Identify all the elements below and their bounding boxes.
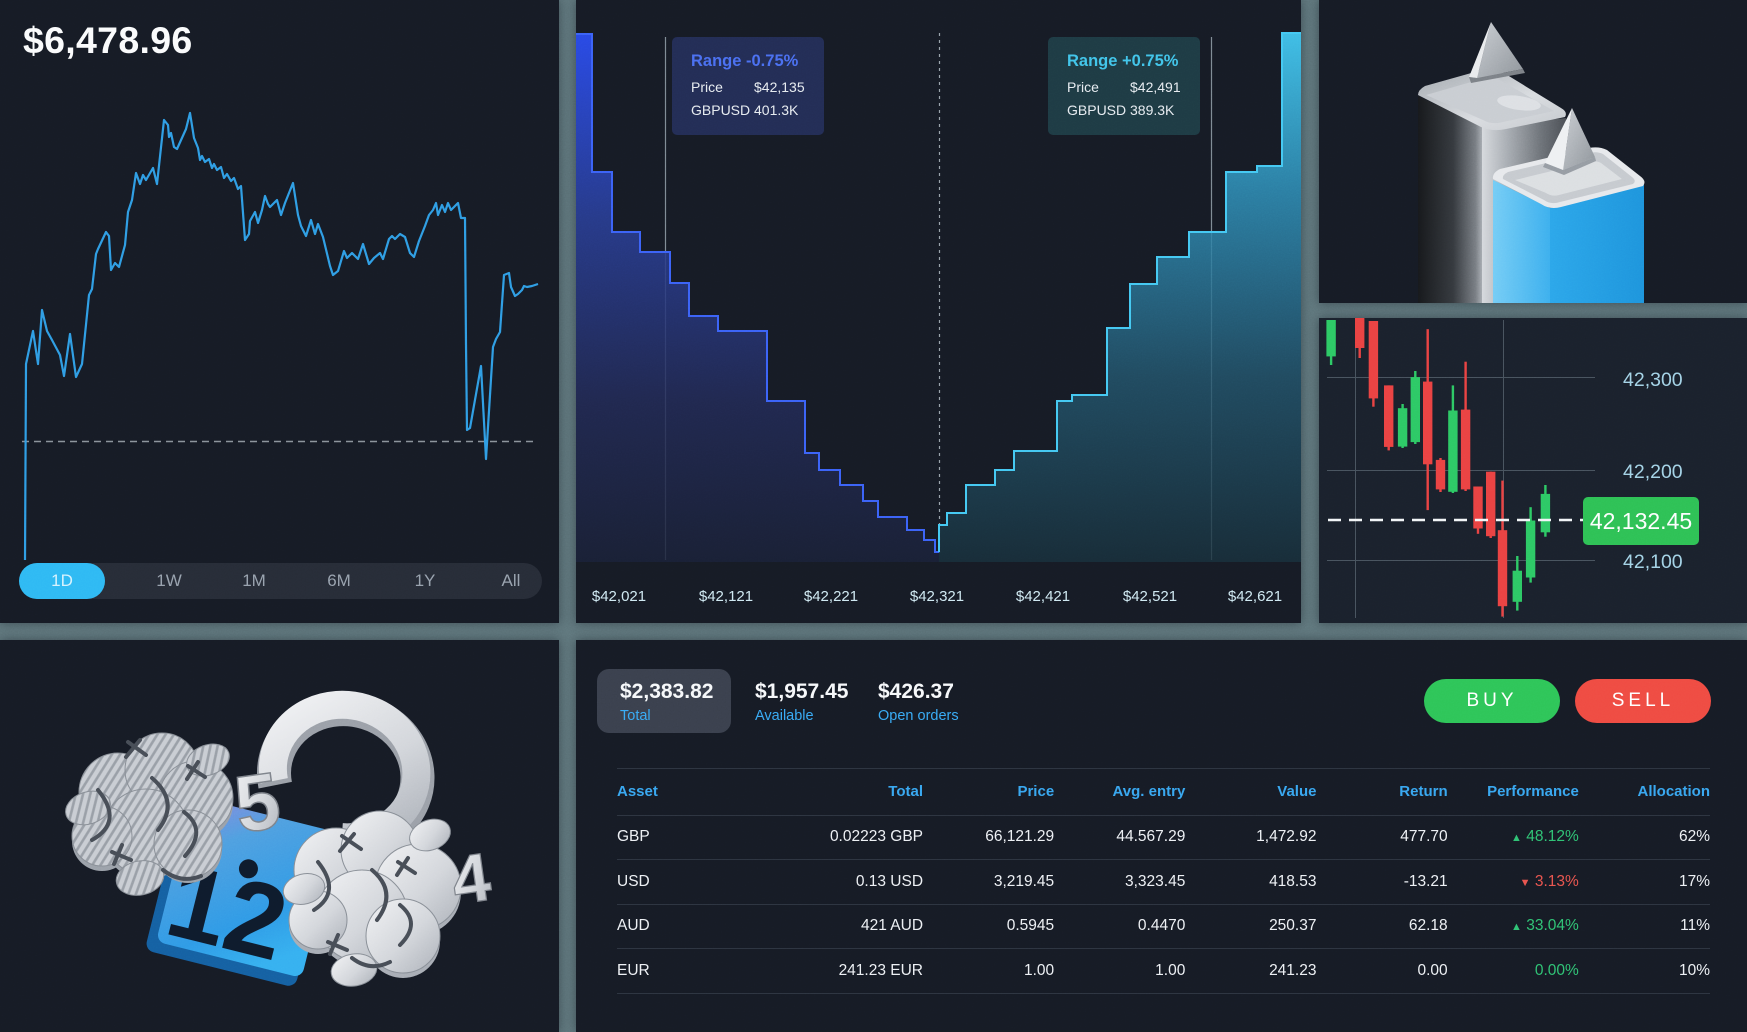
svg-text:42,132.45: 42,132.45 [1590, 508, 1692, 534]
